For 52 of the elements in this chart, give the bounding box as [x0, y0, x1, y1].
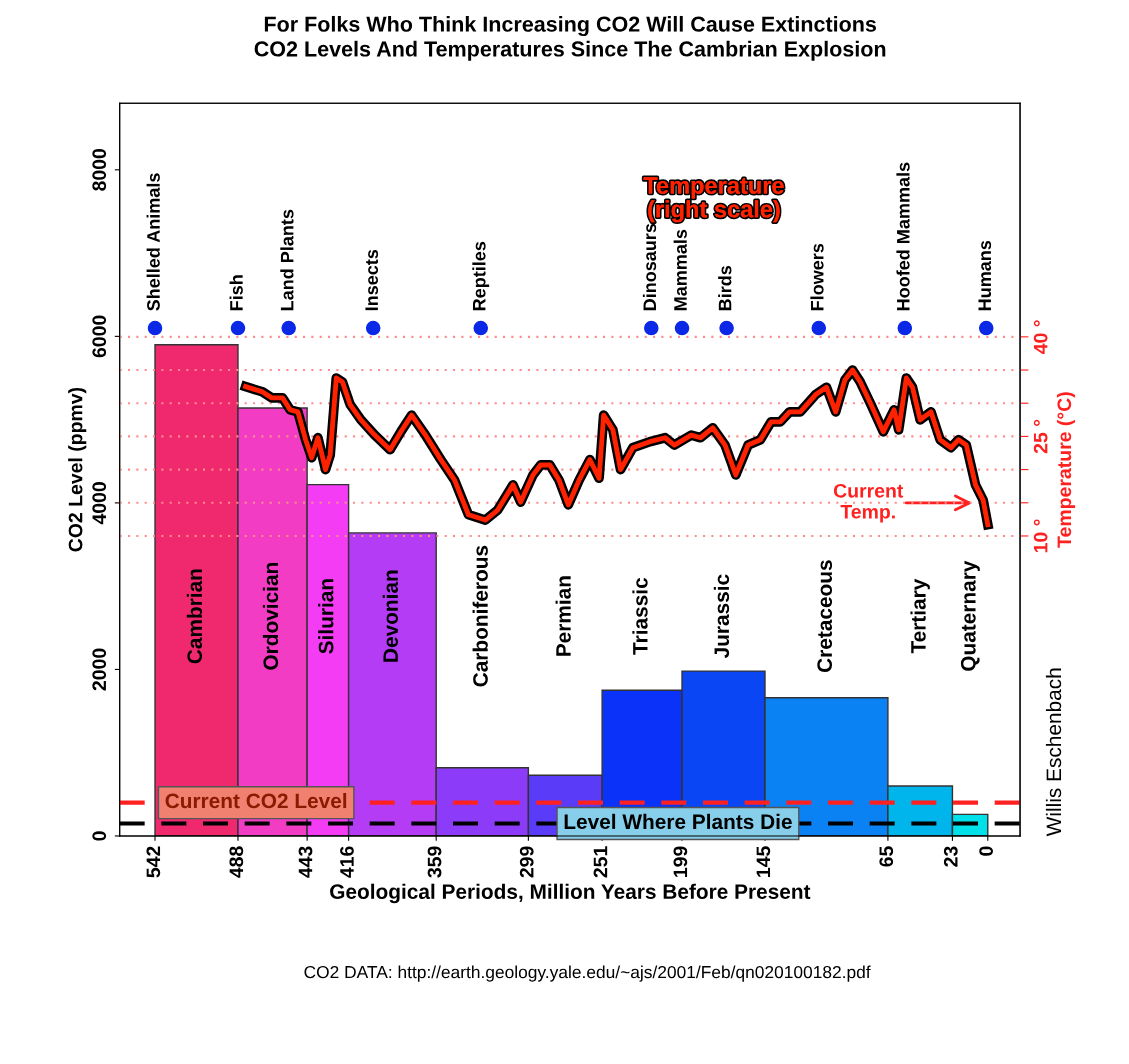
- annotation: Hoofed Mammals: [896, 162, 910, 311]
- y-tick-label: 0: [92, 831, 107, 841]
- annotation: Current Temp.: [833, 483, 904, 523]
- annotation: Land Plants: [280, 209, 294, 311]
- ref-line-label: Level Where Plants Die: [564, 813, 792, 830]
- x-tick-label: 251: [593, 846, 608, 878]
- chart-title: For Folks Who Think Increasing CO2 Will Cause Extinctions CO2 Levels And Temperatures Since The Cambrian Explosion: [254, 15, 886, 61]
- y2-tick-label: 10 °: [1033, 519, 1048, 553]
- x-tick-label: 488: [229, 846, 244, 878]
- annotation: Reptiles: [472, 241, 490, 311]
- x-tick-label: 359: [427, 846, 442, 878]
- ref-line-label: Current CO2 Level: [165, 792, 347, 809]
- annotation: Tertiary: [910, 578, 930, 654]
- x-tick-label: 443: [298, 846, 313, 878]
- annotation: Triassic: [632, 577, 648, 655]
- x-tick-label: 0: [979, 846, 994, 856]
- annotation: Cambrian: [186, 569, 203, 664]
- annotation: Dinosaurs: [642, 223, 657, 311]
- y-tick-label: 8000: [92, 148, 107, 191]
- x-tick-label: 145: [756, 846, 771, 877]
- annotation: Carboniferous: [472, 545, 488, 687]
- x-tick-label: 299: [519, 846, 534, 878]
- x-tick-label: 65: [879, 846, 894, 867]
- annotation: Ordovician: [262, 563, 279, 670]
- y2-tick-label: 25 °: [1033, 419, 1048, 454]
- y2-tick-label: 40 °: [1033, 320, 1048, 354]
- annotation: Cretaceous: [817, 560, 833, 673]
- y-axis-title: CO2 Level (ppmv): [68, 387, 87, 552]
- x-tick-label: 199: [673, 846, 688, 877]
- x-axis-title: Geological Periods, Million Years Before Present: [330, 883, 811, 904]
- text: CO2 DATA: http://earth.geology.yale.edu/~ajs/2001/Feb/qn020100182.pdf: [304, 965, 871, 982]
- x-tick-label: 542: [146, 846, 161, 878]
- annotation: Mammals: [673, 229, 687, 311]
- text: Temperature (right scale): [643, 177, 784, 223]
- annotation: Devonian: [382, 570, 398, 662]
- x-tick-label: 416: [340, 846, 354, 878]
- annotation: Birds: [718, 265, 732, 311]
- annotation: Flowers: [810, 243, 824, 311]
- annotation: Shelled Animals: [146, 173, 160, 311]
- annotation: Jurassic: [713, 574, 730, 659]
- y-tick-label: 4000: [92, 482, 107, 525]
- annotation: Silurian: [318, 579, 334, 654]
- y-tick-label: 2000: [92, 648, 107, 691]
- text: Willis Eschenbach: [1045, 668, 1062, 837]
- annotation: Quaternary: [960, 560, 980, 671]
- annotation: Insects: [365, 249, 379, 311]
- y-tick-label: 6000: [92, 315, 107, 358]
- annotation: Fish: [229, 275, 243, 311]
- x-tick-label: 23: [943, 846, 958, 867]
- y2-axis-title: Temperature (°C): [1056, 392, 1076, 548]
- annotation: Humans: [978, 240, 992, 311]
- annotation: Permian: [555, 576, 571, 656]
